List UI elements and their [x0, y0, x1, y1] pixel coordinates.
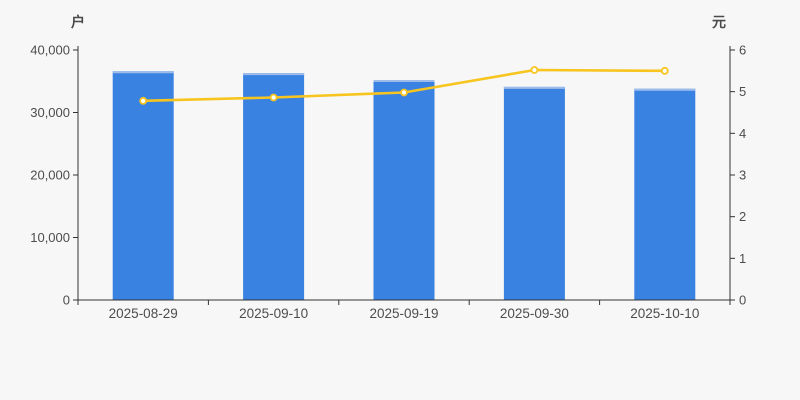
right-axis-tick-label: 0 — [739, 293, 746, 308]
right-axis-tick-label: 6 — [739, 43, 746, 58]
x-axis-category-label: 2025-10-10 — [630, 306, 699, 321]
line-point-2025-08-29[interactable] — [139, 96, 148, 105]
x-axis-category-label: 2025-08-29 — [109, 306, 178, 321]
bar-2025-09-19[interactable] — [373, 80, 435, 300]
left-axis-tick-label: 10,000 — [30, 230, 70, 245]
x-axis-category-label: 2025-09-10 — [239, 306, 308, 321]
bar-top-edge — [634, 88, 696, 91]
bar-2025-09-10[interactable] — [243, 73, 305, 300]
left-axis-tick-label: 0 — [63, 293, 70, 308]
right-axis-tick-label: 1 — [739, 251, 746, 266]
line-point-2025-09-10[interactable] — [269, 93, 278, 102]
x-axis-category-label: 2025-09-19 — [369, 306, 438, 321]
right-axis-tick-label: 2 — [739, 209, 746, 224]
bar-top-edge — [503, 86, 565, 89]
left-axis-tick-label: 20,000 — [30, 168, 70, 183]
bar-top-edge — [112, 71, 174, 74]
line-point-2025-10-10[interactable] — [660, 66, 669, 75]
right-axis-tick-label: 4 — [739, 126, 746, 141]
bar-top-edge — [243, 73, 305, 76]
left-axis-tick-label: 40,000 — [30, 43, 70, 58]
line-point-2025-09-19[interactable] — [400, 88, 408, 97]
right-axis-title: 元 — [712, 14, 726, 30]
bar-top-edge — [373, 80, 435, 82]
bar-2025-10-10[interactable] — [634, 88, 696, 300]
right-axis-tick-label: 5 — [739, 84, 746, 99]
line-point-2025-09-30[interactable] — [530, 66, 539, 74]
left-axis-title: 户 — [71, 14, 85, 30]
left-axis-tick-label: 30,000 — [30, 105, 70, 120]
x-axis-category-label: 2025-09-30 — [500, 306, 569, 321]
bar-2025-08-29[interactable] — [112, 71, 174, 300]
bar-2025-09-30[interactable] — [503, 86, 565, 300]
right-axis-tick-label: 3 — [739, 168, 746, 183]
